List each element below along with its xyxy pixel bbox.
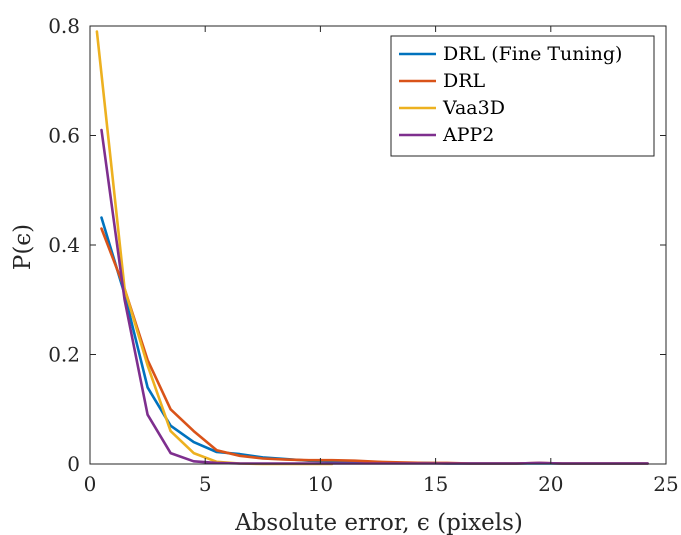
- x-axis-label: Absolute error, ϵ (pixels): [234, 510, 523, 535]
- y-tick-label: 0.4: [48, 233, 80, 257]
- y-tick-label: 0: [67, 452, 80, 476]
- x-tick-label: 20: [538, 472, 563, 496]
- y-tick-label: 0.6: [48, 124, 80, 148]
- x-tick-label: 15: [423, 472, 448, 496]
- legend-label-0: DRL (Fine Tuning): [443, 43, 622, 65]
- legend-label-3: APP2: [442, 124, 494, 146]
- x-tick-label: 0: [84, 472, 97, 496]
- axes: 0 5 10 15 20 25 0 0.2 0.4 0.6 0.8: [48, 14, 679, 496]
- y-tick-label: 0.2: [48, 343, 80, 367]
- legend-label-2: Vaa3D: [442, 97, 505, 119]
- legend: DRL (Fine Tuning) DRL Vaa3D APP2: [390, 35, 655, 157]
- x-tick-label: 25: [653, 472, 678, 496]
- y-axis-label: P(ϵ): [10, 224, 36, 270]
- legend-label-1: DRL: [443, 70, 486, 92]
- x-tick-label: 5: [199, 472, 212, 496]
- x-tick-label: 10: [308, 472, 333, 496]
- y-tick-label: 0.8: [48, 14, 80, 38]
